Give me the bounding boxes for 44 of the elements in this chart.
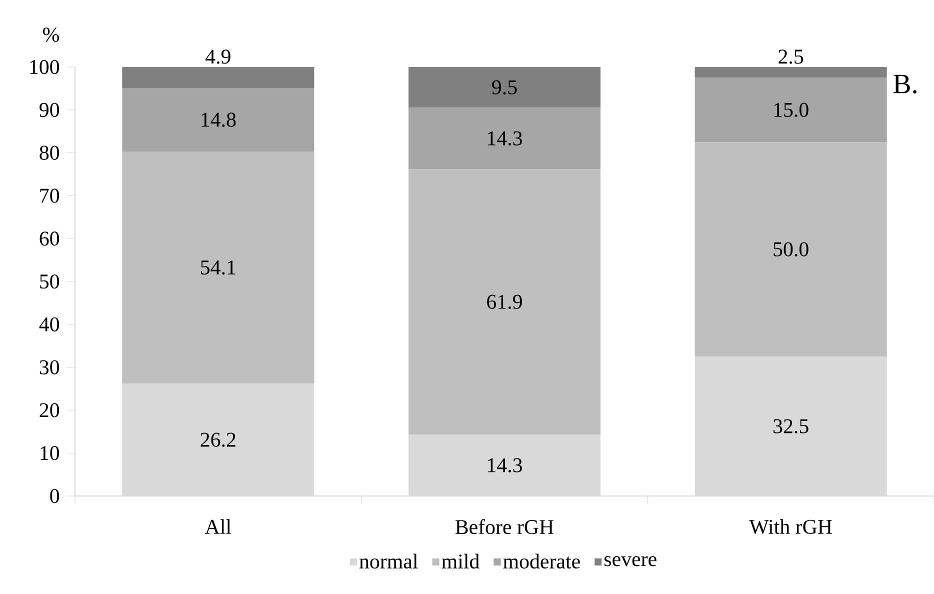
- y-tick-label: 20: [40, 403, 60, 418]
- bar: [122, 152, 314, 384]
- data-label: 26.2: [200, 432, 236, 447]
- y-tick-label: 0: [50, 488, 60, 504]
- bar: [408, 66, 601, 108]
- x-tick-label: Before rGH: [455, 519, 554, 534]
- data-label: 14.3: [488, 131, 522, 146]
- bar: [122, 384, 314, 496]
- y-tick-label: 100: [30, 60, 60, 74]
- data-label: 54.1: [201, 260, 236, 275]
- y-tick-label: 70: [40, 188, 60, 203]
- bar: [694, 78, 887, 142]
- data-label: 2.5: [778, 50, 804, 64]
- data-label: 14.3: [488, 458, 522, 472]
- data-label: 14.8: [202, 112, 236, 127]
- data-label: 61.9: [487, 294, 522, 309]
- y-axis-title: %: [43, 28, 60, 42]
- data-label: 4.9: [206, 50, 230, 64]
- bar: [694, 356, 887, 496]
- bar: [122, 66, 314, 88]
- legend-label: normal: [359, 554, 418, 569]
- bar: [408, 108, 601, 170]
- bar: [408, 169, 601, 435]
- y-tick-label: 90: [40, 102, 60, 117]
- y-tick-label: 30: [40, 360, 60, 374]
- legend-label: mild: [442, 554, 480, 569]
- y-tick-label: 50: [40, 274, 60, 289]
- legend-label: moderate: [503, 554, 580, 569]
- x-tick-label: All: [205, 519, 232, 534]
- bar: [694, 142, 887, 357]
- data-label: 9.5: [492, 80, 517, 94]
- legend-label: severe: [604, 556, 656, 566]
- bar: [408, 434, 601, 496]
- y-tick-label: 60: [40, 232, 60, 246]
- bar: [122, 88, 314, 152]
- y-tick-label: 40: [39, 317, 60, 332]
- y-tick-label: 10: [40, 446, 60, 460]
- x-tick-label: With rGH: [749, 519, 832, 534]
- y-tick-label: 80: [40, 146, 60, 160]
- bar: [694, 66, 887, 78]
- annotation: B.: [893, 74, 916, 94]
- data-label: 32.5: [774, 419, 808, 434]
- data-label: 15.0: [774, 102, 808, 117]
- data-label: 50.0: [774, 242, 808, 256]
